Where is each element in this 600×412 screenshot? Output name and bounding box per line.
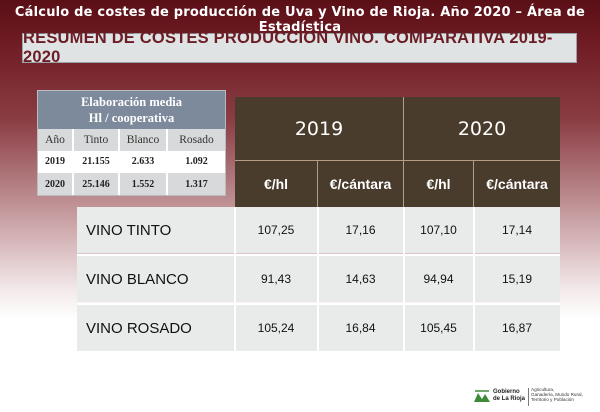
logo-name: Gobierno de La Rioja	[493, 389, 525, 403]
row-label: VINO TINTO	[86, 221, 172, 239]
year-2019-header: 2019	[294, 117, 344, 140]
header-title: Cálculo de costes de producción de Uva y…	[14, 5, 586, 35]
logo-department: Agricultura, Ganadería, Mundo Rural, Ter…	[531, 387, 583, 403]
table-cell: 21.155	[74, 151, 120, 171]
table-cell: 1.317	[185, 178, 208, 190]
col-header-year: Año	[38, 129, 74, 151]
col-header-blanco: Blanco	[120, 129, 168, 151]
table-cell: 25.146	[74, 173, 120, 195]
production-column-headers: Año Tinto Blanco Rosado	[38, 129, 225, 151]
divider	[403, 97, 404, 207]
main-title-box: RESUMEN DE COSTES PRODUCCIÓN VINO. COMPA…	[22, 29, 577, 66]
column-separator	[317, 207, 319, 351]
production-row-2020: 2020 25.146 1.552 1.317	[38, 173, 225, 195]
column-separator	[473, 207, 475, 351]
production-title-line1: Elaboración media	[80, 95, 183, 109]
table-cell: 105,24	[257, 321, 295, 335]
table-cell: 1.092	[185, 155, 208, 167]
divider	[317, 160, 318, 207]
unit-header-hl-2020: €/hl	[426, 175, 451, 192]
gobierno-la-rioja-logo: Gobierno de La Rioja Agricultura, Ganade…	[473, 386, 583, 408]
year-2020-header: 2020	[457, 117, 507, 140]
table-cell: 17,14	[501, 223, 533, 237]
unit-header-cantara-2020: €/cántara	[486, 175, 548, 192]
column-separator	[403, 207, 405, 351]
logo-dept-line1: Agricultura,	[531, 387, 555, 392]
table-cell: 16,84	[345, 321, 376, 335]
divider	[473, 160, 474, 207]
table-cell: 17,16	[345, 223, 376, 237]
table-cell: 107,10	[420, 223, 457, 237]
table-cell: 2020	[38, 173, 74, 195]
table-cell: 91,43	[260, 272, 292, 286]
table-cell: 1.552	[120, 173, 168, 195]
table-cell: 16,87	[501, 321, 533, 335]
main-title: RESUMEN DE COSTES PRODUCCIÓN VINO. COMPA…	[23, 29, 553, 66]
production-table: Elaboración media Hl / cooperativa Año T…	[37, 90, 226, 196]
logo-divider	[528, 388, 529, 406]
logo-name-line1: Gobierno	[493, 389, 520, 395]
production-table-header: Elaboración media Hl / cooperativa	[38, 91, 225, 129]
table-cell: 14,63	[345, 272, 376, 286]
divider	[235, 160, 560, 161]
table-cell: 15,19	[501, 272, 533, 286]
rioja-emblem-icon	[473, 388, 491, 404]
table-cell: 2019	[38, 151, 74, 171]
production-title-line2: Hl / cooperativa	[88, 111, 175, 125]
col-header-rosado: Rosado	[179, 134, 214, 146]
table-cell: 107,25	[257, 223, 295, 237]
logo-name-line2: de La Rioja	[493, 396, 526, 402]
row-label: VINO ROSADO	[86, 319, 192, 337]
column-separator	[234, 207, 236, 351]
col-header-tinto: Tinto	[74, 129, 120, 151]
unit-header-hl-2019: €/hl	[263, 175, 289, 192]
logo-dept-line2: Ganadería, Mundo Rural,	[531, 392, 583, 398]
logo-dept-line3: Territorio y Población	[531, 397, 574, 403]
row-label: VINO BLANCO	[86, 270, 189, 288]
table-cell: 94,94	[423, 272, 454, 286]
table-cell: 2.633	[120, 151, 168, 171]
table-cell: 105,45	[420, 321, 457, 335]
unit-header-cantara-2019: €/cántara	[329, 175, 392, 192]
production-row-2019: 2019 21.155 2.633 1.092	[38, 151, 225, 171]
cost-table-header	[235, 97, 560, 207]
